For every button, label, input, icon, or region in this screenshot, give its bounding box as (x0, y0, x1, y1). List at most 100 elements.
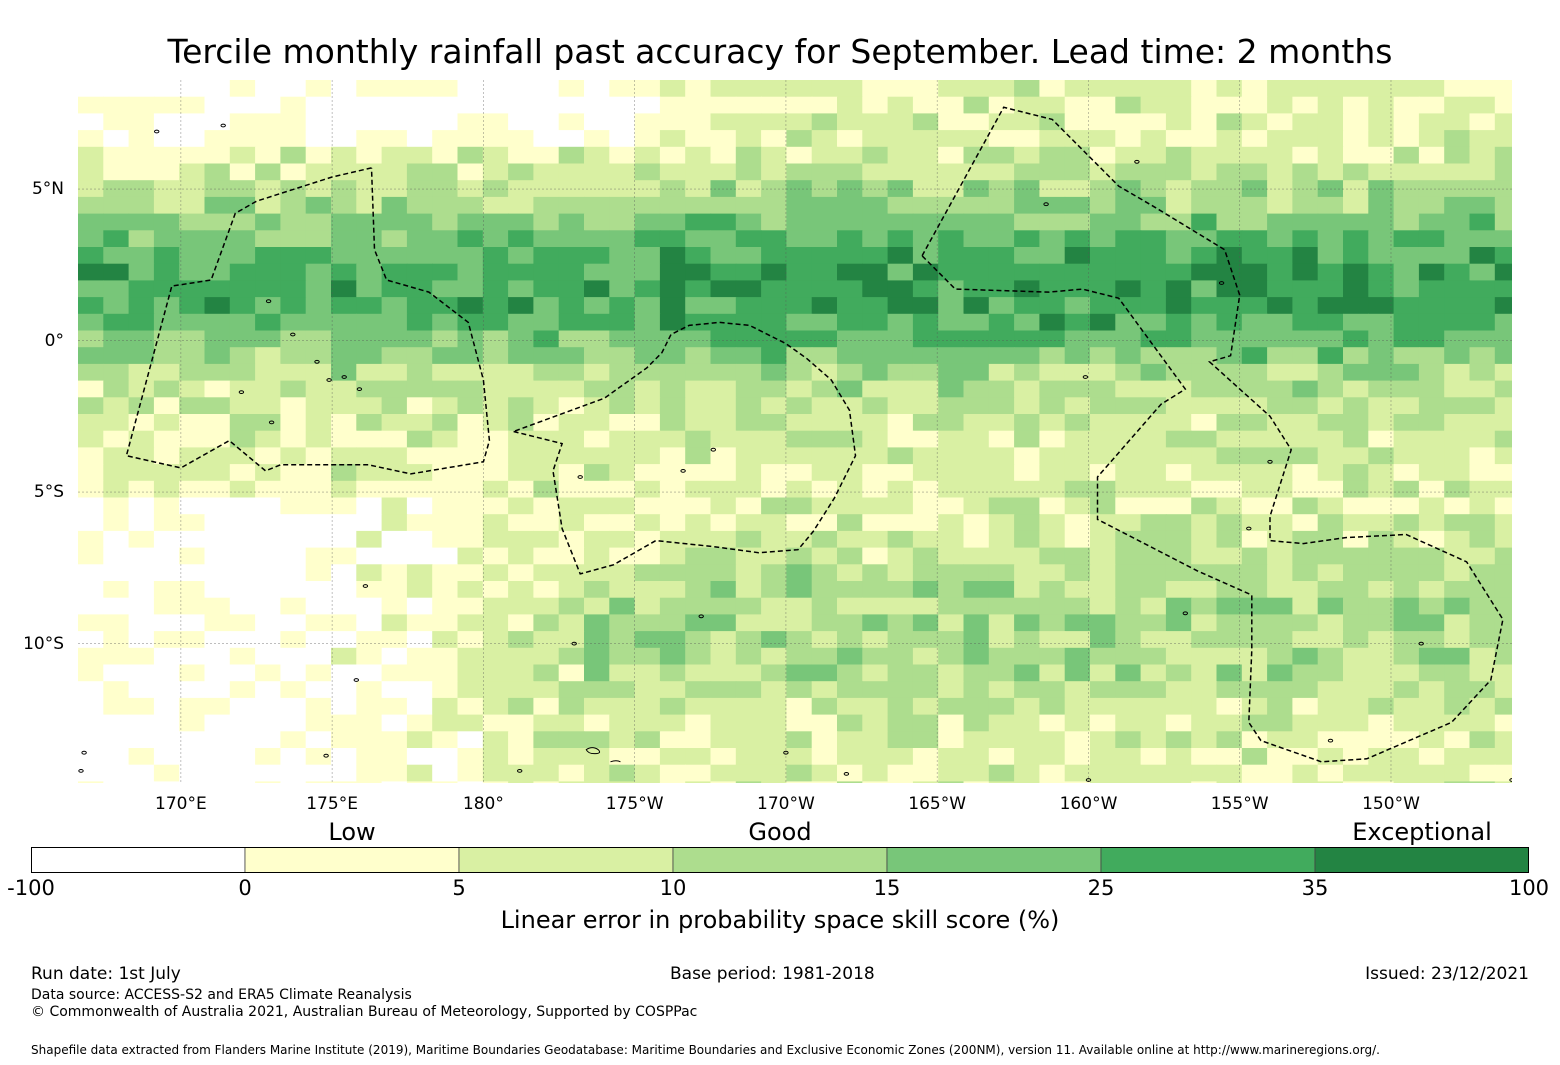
grid-cell (609, 664, 636, 682)
grid-cell (761, 764, 787, 782)
grid-cell (710, 297, 737, 315)
grid-cell (1494, 781, 1512, 783)
grid-cell (735, 196, 762, 215)
colorbar-tick-label: 10 (659, 876, 687, 900)
grid-cell (356, 564, 383, 582)
grid-cell (1317, 363, 1344, 382)
grid-cell (1317, 664, 1344, 682)
grid-cell (179, 397, 206, 415)
grid-cell (457, 447, 484, 465)
grid-cell (153, 113, 180, 131)
grid-cell (887, 280, 914, 298)
grid-cell (837, 113, 863, 131)
grid-cell (584, 714, 610, 732)
grid-cell (938, 480, 965, 499)
grid-cell (862, 130, 889, 148)
grid-cell (938, 113, 965, 131)
island-outline (1267, 459, 1273, 464)
grid-cell (533, 464, 560, 482)
grid-cell (1418, 547, 1445, 565)
grid-cell (1216, 480, 1243, 499)
grid-cell (1444, 180, 1471, 198)
grid-cell (685, 764, 712, 782)
grid-cell (1292, 80, 1319, 98)
shapefile-credit: Shapefile data extracted from Flanders M… (31, 1043, 1380, 1057)
eez-boundary (125, 167, 491, 475)
grid-cell (229, 447, 256, 465)
grid-cell (558, 297, 585, 315)
grid-cell (229, 213, 256, 231)
grid-cell (1191, 380, 1218, 398)
island-outline (710, 447, 716, 452)
grid-cell (457, 781, 484, 783)
grid-cell (1064, 247, 1091, 265)
grid-cell (508, 247, 534, 265)
grid-cell (761, 464, 787, 482)
grid-cell (584, 380, 610, 398)
grid-cell (862, 363, 889, 382)
grid-cell (204, 163, 231, 181)
grid-cell (634, 581, 661, 599)
colorbar-tick-label: -100 (7, 876, 55, 900)
grid-cell (78, 464, 104, 482)
grid-cell (432, 96, 459, 114)
grid-cell (305, 380, 332, 398)
grid-cell (609, 247, 636, 265)
grid-cell (153, 547, 180, 565)
grid-cell (432, 163, 459, 181)
grid-cell (659, 297, 686, 315)
grid-cell (584, 564, 610, 582)
grid-cell (128, 196, 155, 215)
grid-cell (381, 163, 408, 181)
grid-cell (432, 547, 459, 565)
grid-cell (1393, 497, 1420, 515)
grid-cell (761, 430, 787, 448)
grid-cell (457, 414, 484, 432)
grid-cell (1216, 581, 1243, 599)
grid-cell (406, 530, 433, 549)
grid-cell (1140, 347, 1167, 365)
grid-cell (609, 447, 636, 465)
grid-cell (179, 647, 206, 666)
grid-cell (938, 614, 965, 632)
grid-cell (356, 764, 383, 782)
grid-cell (508, 347, 534, 365)
grid-cell (1165, 464, 1192, 482)
grid-cell (584, 80, 610, 98)
grid-cell (1393, 480, 1420, 499)
grid-cell (1292, 464, 1319, 482)
grid-cell (381, 530, 408, 549)
grid-cell (508, 280, 534, 298)
grid-cell (280, 664, 307, 682)
grid-cell (1444, 614, 1471, 632)
grid-cell (938, 681, 965, 699)
grid-cell (609, 530, 636, 549)
grid-cell (1494, 363, 1512, 382)
grid-cell (229, 664, 256, 682)
island-outline (698, 614, 704, 619)
grid-cell (1418, 514, 1445, 532)
grid-cell (938, 313, 965, 332)
grid-cell (381, 748, 408, 766)
grid-cell (406, 714, 433, 732)
grid-cell (912, 714, 939, 732)
grid-cell (331, 230, 357, 248)
grid-cell (204, 514, 231, 532)
grid-cell (1090, 564, 1116, 582)
grid-cell (1317, 213, 1344, 231)
grid-cell (1317, 464, 1344, 482)
grid-cell (811, 764, 838, 782)
grid-cell (255, 397, 281, 415)
grid-cell (1039, 514, 1066, 532)
grid-cell (1039, 497, 1066, 515)
grid-cell (78, 247, 104, 265)
grid-cell (1368, 464, 1395, 482)
island-outline (843, 772, 850, 776)
grid-cell (128, 330, 155, 348)
grid-cell (786, 280, 813, 298)
grid-cell (1292, 447, 1319, 465)
grid-cell (229, 280, 256, 298)
grid-cell (988, 697, 1015, 716)
grid-cell (938, 380, 965, 398)
grid-cell (1115, 397, 1142, 415)
